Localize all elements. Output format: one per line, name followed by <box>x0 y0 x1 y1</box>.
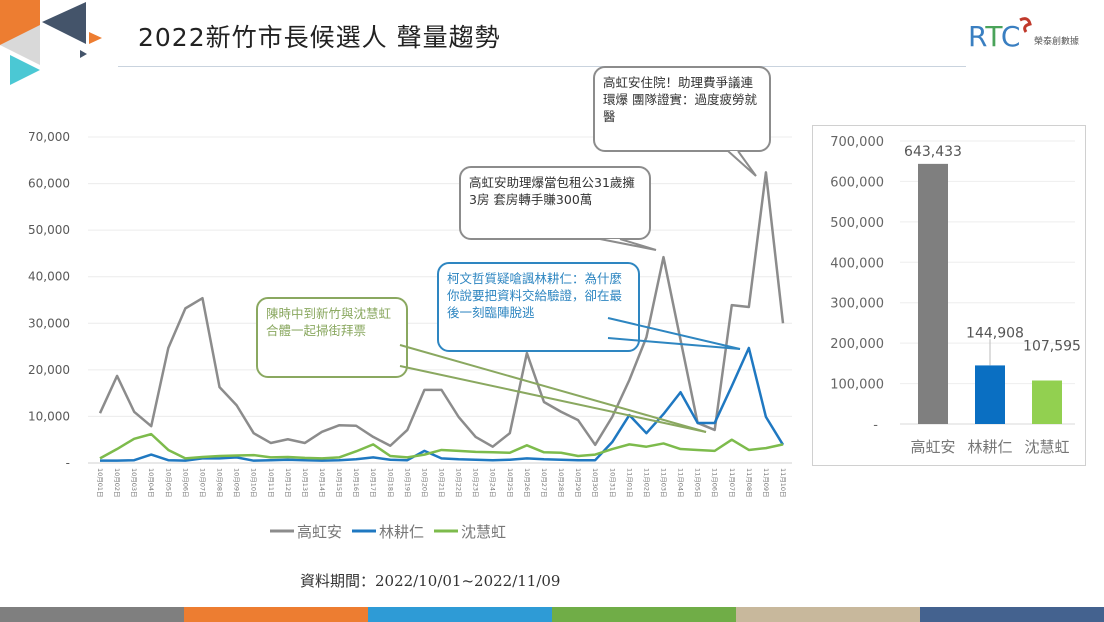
x-tick-label: 10月02日 <box>113 468 121 498</box>
x-tick-label: 10月01日 <box>96 468 104 498</box>
y-tick-label: 70,000 <box>28 130 70 144</box>
x-tick-label: 10月28日 <box>557 468 565 498</box>
x-tick-label: 10月25日 <box>506 468 514 498</box>
x-tick-label: 10月06日 <box>181 468 189 498</box>
x-tick-label: 11月05日 <box>694 468 702 498</box>
x-tick-label: 10月27日 <box>540 468 548 498</box>
navy-triangle <box>42 2 86 44</box>
x-tick-label: 10月18日 <box>386 468 394 498</box>
callout-ko: 柯文哲質疑嗆諷林耕仁：為什麼你說要把資料交給驗證，卻在最後一刻臨陣脫逃 <box>437 262 640 352</box>
x-tick-label: 10月14日 <box>318 468 326 498</box>
series-line-林耕仁 <box>100 346 785 462</box>
x-tick-label: 11月06日 <box>711 468 719 498</box>
x-tick-label: 10月11日 <box>267 468 275 498</box>
series-line-沈慧虹 <box>99 432 784 460</box>
y-tick-label: 30,000 <box>28 316 70 330</box>
rtc-logo: RTC 榮泰創數據 <box>968 17 1079 53</box>
x-tick-label: 10月19日 <box>403 468 411 498</box>
small-navy-triangle <box>80 50 87 58</box>
x-tick-label: 10月17日 <box>369 468 377 498</box>
bottom-bar-segment <box>920 607 1104 622</box>
callout-ko-text: 柯文哲質疑嗆諷林耕仁：為什麼你說要把資料交給驗證，卻在最後一刻臨陣脫逃 <box>447 271 623 320</box>
x-tick-label: 10月31日 <box>608 468 616 498</box>
legend-label: 沈慧虹 <box>461 523 506 541</box>
x-tick-label: 11月02日 <box>642 468 650 498</box>
cyan-triangle <box>10 55 40 85</box>
x-tick-label: 10月12日 <box>284 468 292 498</box>
x-tick-label: 10月26日 <box>523 468 531 498</box>
x-tick-label: 10月24日 <box>489 468 497 498</box>
y-tick-label: 20,000 <box>28 363 70 377</box>
gray-triangle <box>0 25 40 65</box>
y-tick-label: 50,000 <box>28 223 70 237</box>
y-tick-label: 10,000 <box>28 409 70 423</box>
x-tick-label: 10月10日 <box>250 468 258 498</box>
total-volume-bar-chart-frame <box>812 125 1086 466</box>
x-tick-label: 11月08日 <box>745 468 753 498</box>
legend-label: 高虹安 <box>297 523 342 541</box>
y-tick-label: - <box>66 456 70 470</box>
x-tick-label: 10月29日 <box>574 468 582 498</box>
page-title: 2022新竹市長候選人 聲量趨勢 <box>138 23 501 52</box>
x-tick-label: 10月23日 <box>472 468 480 498</box>
x-tick-label: 10月05日 <box>164 468 172 498</box>
x-tick-label: 11月09日 <box>762 468 770 498</box>
x-tick-label: 10月03日 <box>130 468 138 498</box>
legend-label: 林耕仁 <box>379 523 424 541</box>
callout-landlord-text: 高虹安助理爆當包租公31歲擁3房 套房轉手賺300萬 <box>469 175 635 207</box>
callout-hospital-text: 高虹安住院！助理費爭議連環爆 團隊證實：過度疲勞就醫 <box>603 75 757 124</box>
x-tick-label: 10月04日 <box>147 468 155 498</box>
y-tick-label: 60,000 <box>28 177 70 191</box>
y-tick-label: 40,000 <box>28 270 70 284</box>
bottom-bar-segment <box>184 607 368 622</box>
data-period-note: 資料期間：2022/10/01~2022/11/09 <box>300 572 561 590</box>
callout-chen: 陳時中到新竹與沈慧虹合體一起掃街拜票 <box>256 297 408 378</box>
x-tick-label: 10月30日 <box>591 468 599 498</box>
title-divider <box>118 66 966 67</box>
x-tick-label: 10月07日 <box>198 468 206 498</box>
x-tick-label: 10月21日 <box>438 468 446 498</box>
bottom-bar-segment <box>552 607 736 622</box>
callout-landlord: 高虹安助理爆當包租公31歲擁3房 套房轉手賺300萬 <box>459 166 651 240</box>
logo-text: RTC <box>968 20 1020 53</box>
bottom-bar-segment <box>736 607 920 622</box>
callout-hospital: 高虹安住院！助理費爭議連環爆 團隊證實：過度疲勞就醫 <box>593 66 771 152</box>
x-tick-label: 10月16日 <box>352 468 360 498</box>
x-tick-label: 11月07日 <box>728 468 736 498</box>
bottom-color-bar <box>0 607 1104 622</box>
x-tick-label: 10月09日 <box>233 468 241 498</box>
x-tick-label: 11月04日 <box>677 468 685 498</box>
bottom-bar-segment <box>368 607 552 622</box>
logo-subtext: 榮泰創數據 <box>1034 35 1079 47</box>
corner-decoration <box>0 0 102 85</box>
x-tick-label: 11月03日 <box>659 468 667 498</box>
small-orange-triangle <box>89 32 102 44</box>
x-tick-label: 11月10日 <box>779 468 787 498</box>
x-tick-label: 10月15日 <box>335 468 343 498</box>
x-tick-label: 10月20日 <box>420 468 428 498</box>
bottom-bar-segment <box>0 607 184 622</box>
x-tick-label: 11月01日 <box>625 468 633 498</box>
callout-chen-text: 陳時中到新竹與沈慧虹合體一起掃街拜票 <box>266 306 392 338</box>
x-tick-label: 10月22日 <box>455 468 463 498</box>
x-tick-label: 10月13日 <box>301 468 309 498</box>
x-tick-label: 10月08日 <box>216 468 224 498</box>
